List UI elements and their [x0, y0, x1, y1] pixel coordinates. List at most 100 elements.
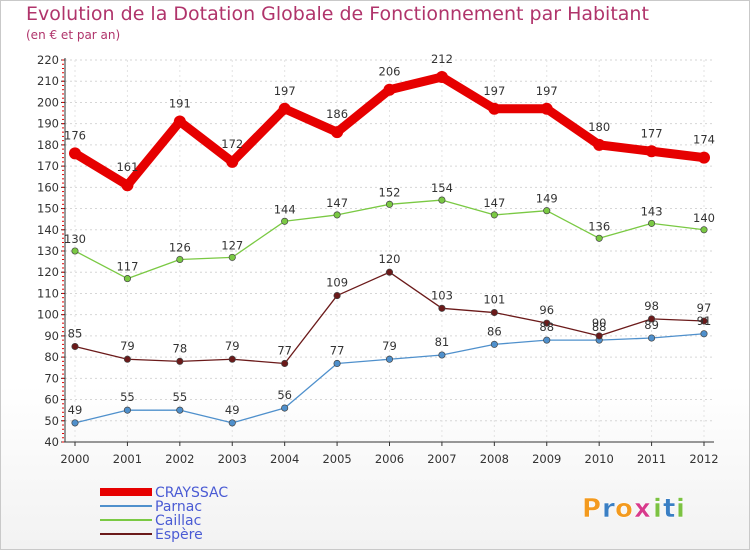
x-tick-label: 2000 — [60, 452, 89, 466]
data-point — [333, 211, 341, 219]
data-label: 90 — [592, 316, 607, 330]
y-tick-label: 190 — [37, 117, 59, 131]
data-point — [281, 359, 289, 368]
legend-label: Parnac — [155, 499, 202, 515]
data-point — [645, 145, 658, 158]
data-label: 197 — [536, 84, 558, 98]
data-label: 55 — [120, 390, 135, 404]
x-tick-label: 2006 — [375, 452, 404, 466]
data-point — [173, 115, 186, 128]
data-point — [543, 336, 551, 344]
y-tick-label: 80 — [44, 350, 59, 364]
legend-label: Caillac — [155, 513, 201, 529]
data-label: 77 — [330, 343, 345, 357]
data-point — [488, 102, 501, 115]
data-label: 81 — [435, 335, 450, 349]
data-label: 149 — [536, 192, 558, 206]
data-point — [438, 351, 446, 359]
data-label: 117 — [116, 260, 138, 274]
data-point — [700, 317, 708, 325]
x-tick-label: 2011 — [637, 452, 666, 466]
y-tick-label: 210 — [37, 74, 59, 88]
data-point — [540, 102, 553, 115]
data-point — [698, 151, 710, 164]
data-point — [281, 217, 289, 225]
data-label: 147 — [326, 196, 348, 210]
data-point — [438, 196, 446, 204]
data-label: 174 — [693, 133, 715, 147]
grid — [65, 59, 714, 443]
data-point — [595, 234, 603, 242]
y-tick-label: 160 — [37, 180, 59, 194]
x-tick-label: 2010 — [585, 452, 614, 466]
data-point — [385, 200, 394, 208]
data-point — [176, 357, 184, 365]
data-label: 56 — [277, 388, 292, 402]
y-tick-label: 70 — [44, 371, 59, 385]
y-tick-label: 200 — [37, 95, 59, 109]
legend-label: Espère — [155, 527, 203, 543]
x-tick-label: 2005 — [322, 452, 351, 466]
x-tick-label: 2008 — [480, 452, 509, 466]
logo-letter: i — [676, 494, 685, 524]
data-label: 86 — [487, 324, 502, 338]
data-point — [123, 406, 131, 414]
x-tick-label: 2001 — [113, 452, 142, 466]
data-point — [435, 70, 448, 83]
data-point — [176, 255, 184, 264]
data-label: 101 — [483, 293, 505, 307]
data-label: 143 — [641, 204, 663, 218]
data-label: 98 — [644, 299, 659, 313]
data-point — [593, 138, 606, 151]
data-point — [333, 292, 341, 300]
data-point — [333, 359, 341, 368]
data-label: 180 — [588, 120, 610, 134]
y-tick-label: 50 — [44, 414, 59, 428]
data-label: 126 — [169, 240, 191, 254]
y-tick-label: 120 — [37, 265, 59, 279]
data-label: 127 — [221, 238, 243, 252]
data-label: 212 — [431, 52, 453, 66]
chart-subtitle: (en € et par an) — [26, 28, 121, 42]
data-label: 152 — [379, 185, 401, 199]
logo-letter: i — [653, 494, 662, 524]
data-label: 140 — [693, 211, 715, 225]
data-label: 78 — [173, 341, 188, 355]
data-label: 191 — [169, 97, 191, 111]
data-label: 197 — [274, 84, 296, 98]
data-label: 161 — [116, 160, 138, 174]
data-point — [438, 304, 446, 312]
data-label: 136 — [588, 219, 610, 233]
data-label: 85 — [68, 327, 83, 341]
data-point — [71, 247, 79, 255]
data-label: 88 — [592, 320, 607, 334]
y-tick-label: 140 — [37, 223, 59, 237]
data-label: 103 — [431, 288, 453, 302]
data-label: 55 — [173, 390, 188, 404]
data-point — [648, 334, 656, 342]
data-point — [71, 419, 79, 427]
logo-letter: o — [615, 494, 633, 524]
data-label: 176 — [64, 128, 86, 142]
legend-label: CRAYSSAC — [155, 485, 228, 501]
data-point — [226, 155, 239, 168]
data-point — [490, 308, 498, 317]
data-point — [543, 319, 551, 327]
data-label: 49 — [225, 403, 240, 417]
data-label: 147 — [483, 196, 505, 210]
data-point — [700, 330, 708, 338]
data-label: 77 — [277, 343, 292, 357]
logo-letter: t — [663, 494, 675, 524]
data-point — [700, 226, 708, 234]
data-label: 91 — [697, 314, 712, 328]
y-tick-label: 180 — [37, 138, 59, 152]
data-label: 144 — [274, 202, 296, 216]
data-label: 186 — [326, 107, 348, 121]
data-label: 206 — [379, 65, 401, 79]
data-point — [176, 406, 184, 414]
data-label: 97 — [697, 301, 712, 315]
data-point — [123, 275, 131, 283]
